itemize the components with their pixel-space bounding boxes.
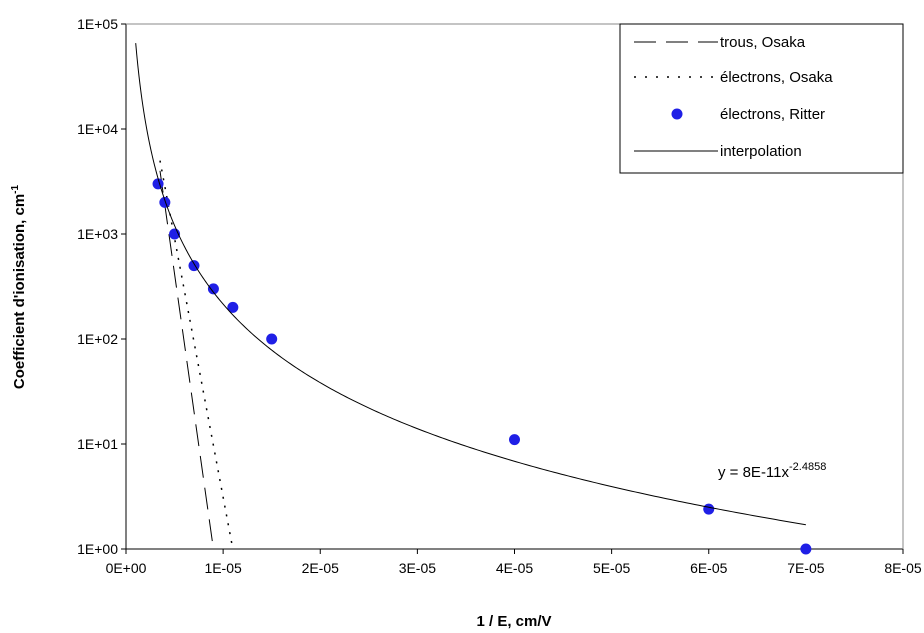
x-tick-label: 6E-05 <box>690 560 728 576</box>
trendline-equation-sup: -2.4858 <box>789 461 826 473</box>
x-tick-label: 3E-05 <box>399 560 437 576</box>
data-point-electrons-ritter <box>800 543 812 555</box>
x-tick-label: 1E-05 <box>204 560 242 576</box>
axis-ticks: 0E+00 1E-05 2E-05 3E-05 4E-05 5E-05 6E-05 7E-05… <box>77 16 922 576</box>
legend-swatch-electrons-ritter <box>671 108 683 120</box>
y-tick-label: 1E+01 <box>77 436 118 452</box>
x-tick-label: 5E-05 <box>593 560 631 576</box>
legend-label-trous-osaka: trous, Osaka <box>720 34 806 51</box>
trendline-equation-main: y = 8E-11x <box>718 464 790 481</box>
x-tick-label: 0E+00 <box>106 560 147 576</box>
y-tick-label: 1E+04 <box>77 121 118 137</box>
x-tick-label: 4E-05 <box>496 560 534 576</box>
data-point-electrons-ritter <box>509 434 520 446</box>
data-point-electrons-ritter <box>703 503 715 515</box>
x-tick-label: 8E-05 <box>884 560 922 576</box>
legend: trous, Osaka électrons, Osaka électrons,… <box>619 23 904 174</box>
y-axis-title-main: Coefficient d'ionisation, cm <box>11 194 28 389</box>
data-point-electrons-ritter <box>159 196 171 208</box>
data-point-electrons-ritter <box>207 283 219 295</box>
y-tick-label: 1E+02 <box>77 331 118 347</box>
legend-label-interpolation: interpolation <box>720 143 802 160</box>
x-axis-title: 1 / E, cm/V <box>476 613 551 630</box>
y-tick-label: 1E+00 <box>77 541 118 557</box>
y-tick-label: 1E+03 <box>77 226 118 242</box>
x-tick-label: 7E-05 <box>787 560 825 576</box>
legend-box <box>619 23 904 174</box>
legend-label-electrons-ritter: électrons, Ritter <box>720 106 825 123</box>
series-layer <box>135 43 812 555</box>
y-axis-title-sup: -1 <box>10 184 21 193</box>
series-line-interpolation <box>135 43 806 526</box>
data-point-electrons-ritter <box>266 333 278 345</box>
legend-label-electrons-osaka: électrons, Osaka <box>720 69 833 86</box>
data-point-electrons-ritter <box>227 301 239 313</box>
y-tick-label: 1E+05 <box>77 16 118 32</box>
y-axis-title: Coefficient d'ionisation, cm-1 <box>10 184 28 389</box>
trendline-equation: y = 8E-11x-2.4858 <box>718 461 826 481</box>
x-tick-label: 2E-05 <box>302 560 340 576</box>
